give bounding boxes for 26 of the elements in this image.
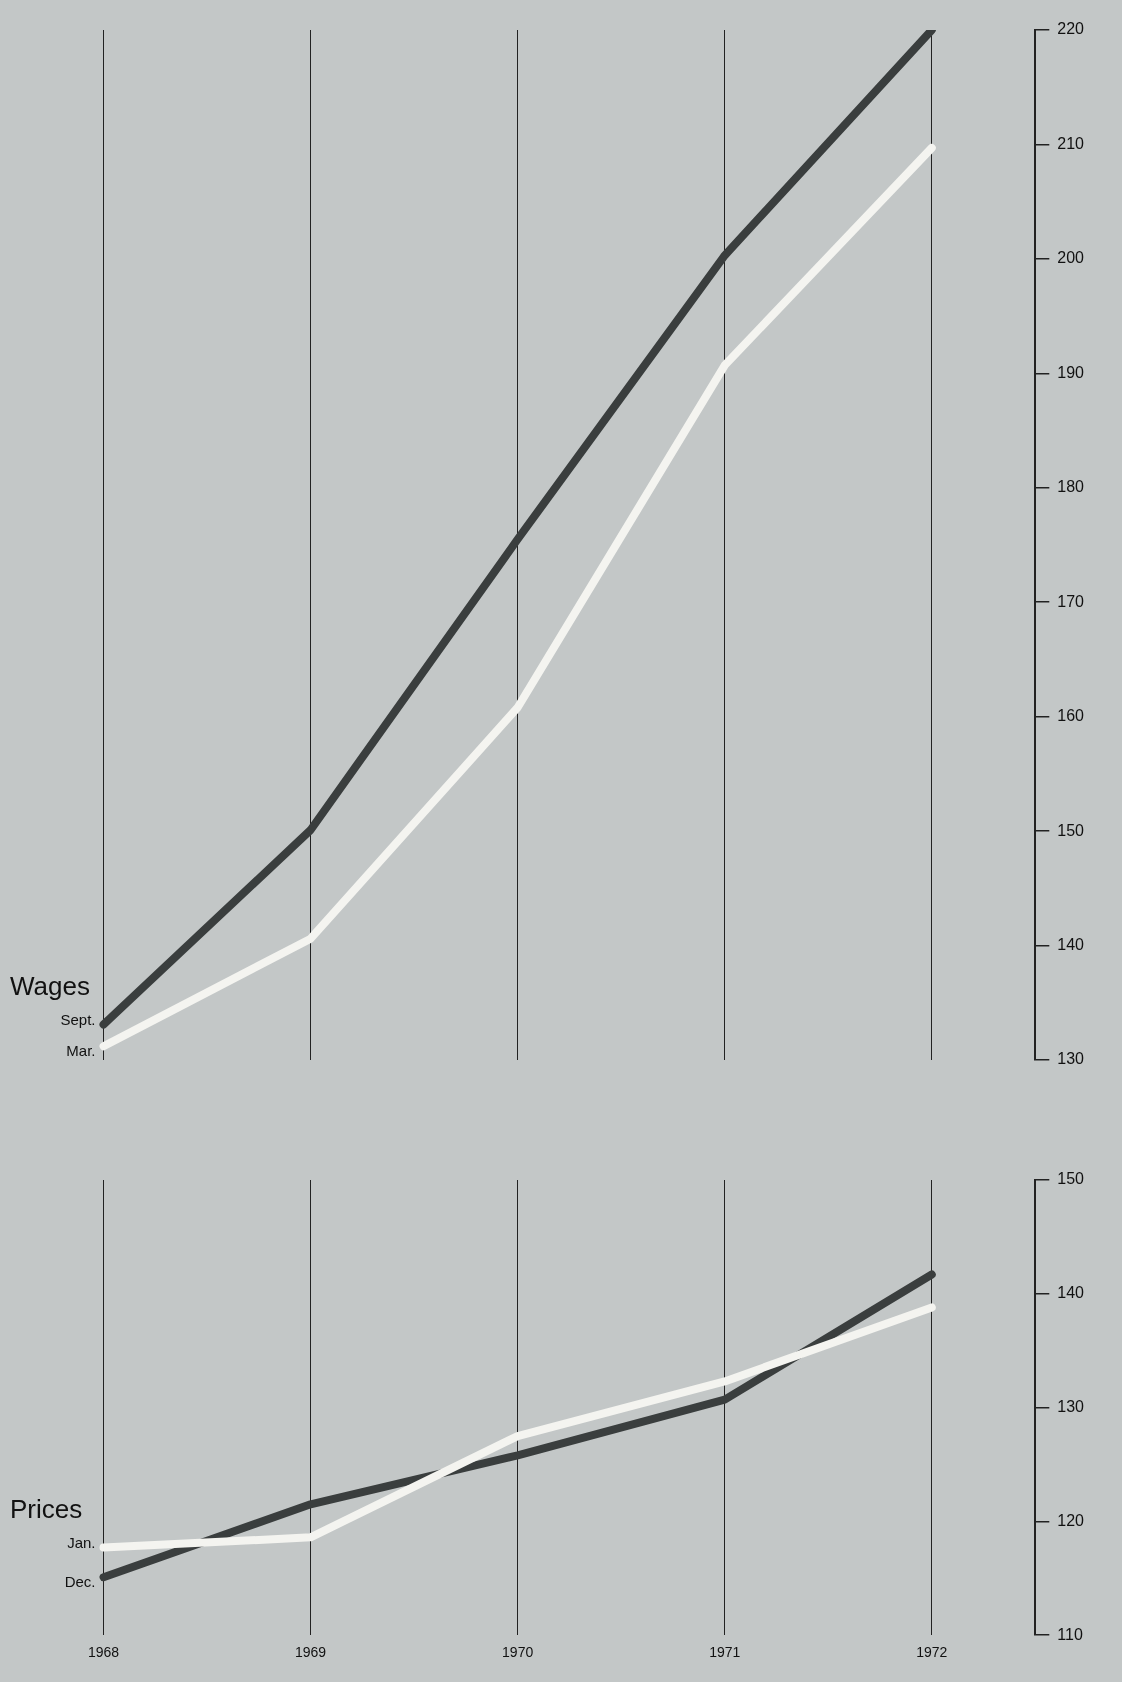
series-label: Mar.	[66, 1041, 96, 1059]
y-tick-label: 150	[1057, 1170, 1085, 1188]
y-tick-label: 120	[1057, 1511, 1085, 1529]
y-tick-label: 130	[1057, 1050, 1085, 1068]
series-label: Dec.	[64, 1572, 96, 1590]
series-label: Sept.	[60, 1011, 96, 1029]
y-tick-label: 200	[1057, 249, 1085, 267]
y-tick-label: 180	[1057, 478, 1085, 496]
x-tick-label: 1968	[87, 1644, 120, 1661]
x-tick-label: 1972	[916, 1644, 948, 1661]
x-tick-label: 1971	[709, 1644, 741, 1661]
y-tick-label: 160	[1057, 707, 1085, 725]
series-label: Jan.	[67, 1534, 96, 1552]
y-tick-label: 140	[1057, 935, 1085, 953]
y-tick-label: 220	[1057, 20, 1085, 38]
y-tick-label: 210	[1057, 134, 1085, 152]
y-tick-label: 110	[1057, 1625, 1083, 1643]
x-tick-label: 1969	[295, 1644, 327, 1661]
y-tick-label: 170	[1057, 592, 1085, 610]
text: Prices	[10, 1493, 83, 1524]
y-tick-label: 150	[1057, 821, 1085, 839]
y-tick-label: 130	[1057, 1398, 1085, 1416]
text: Wages	[10, 970, 90, 1001]
x-tick-label: 1970	[502, 1644, 534, 1661]
y-tick-label: 190	[1057, 363, 1085, 381]
y-tick-label: 140	[1057, 1284, 1085, 1302]
